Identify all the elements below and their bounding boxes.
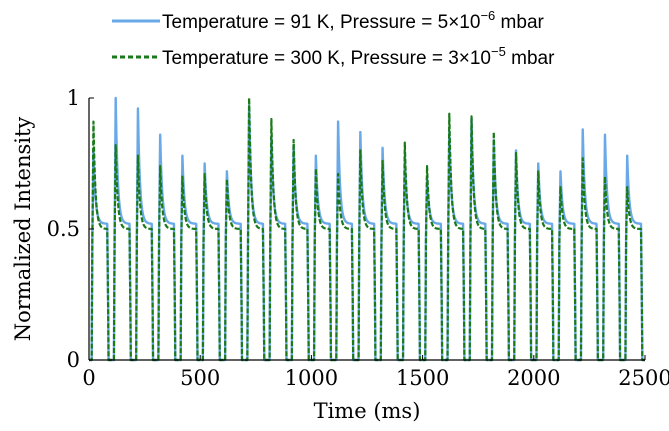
x-tick-label: 500 bbox=[180, 366, 220, 390]
y-tick-label: 0 bbox=[67, 348, 80, 372]
x-tick-label: 0 bbox=[82, 366, 95, 390]
x-tick-label: 1500 bbox=[396, 366, 449, 390]
x-tick-label: 1000 bbox=[285, 366, 338, 390]
legend-label-91k: Temperature = 91 K, Pressure = 5×10−6 mb… bbox=[162, 8, 545, 33]
x-axis-title: Time (ms) bbox=[314, 399, 421, 423]
legend: Temperature = 91 K, Pressure = 5×10−6 mb… bbox=[112, 8, 555, 69]
legend-label-300k: Temperature = 300 K, Pressure = 3×10−5 m… bbox=[162, 44, 555, 69]
x-tick-label: 2000 bbox=[507, 366, 560, 390]
plot-area bbox=[89, 96, 645, 362]
y-tick-label: 1 bbox=[67, 86, 80, 110]
x-ticks: 0 500 1000 1500 2000 2500 bbox=[82, 355, 669, 390]
series-line-300k bbox=[89, 96, 645, 362]
y-tick-label: 0.5 bbox=[47, 217, 80, 241]
x-tick-label: 2500 bbox=[618, 366, 669, 390]
y-axis-title: Normalized Intensity bbox=[11, 117, 35, 342]
y-ticks: 00.51 bbox=[47, 86, 94, 372]
